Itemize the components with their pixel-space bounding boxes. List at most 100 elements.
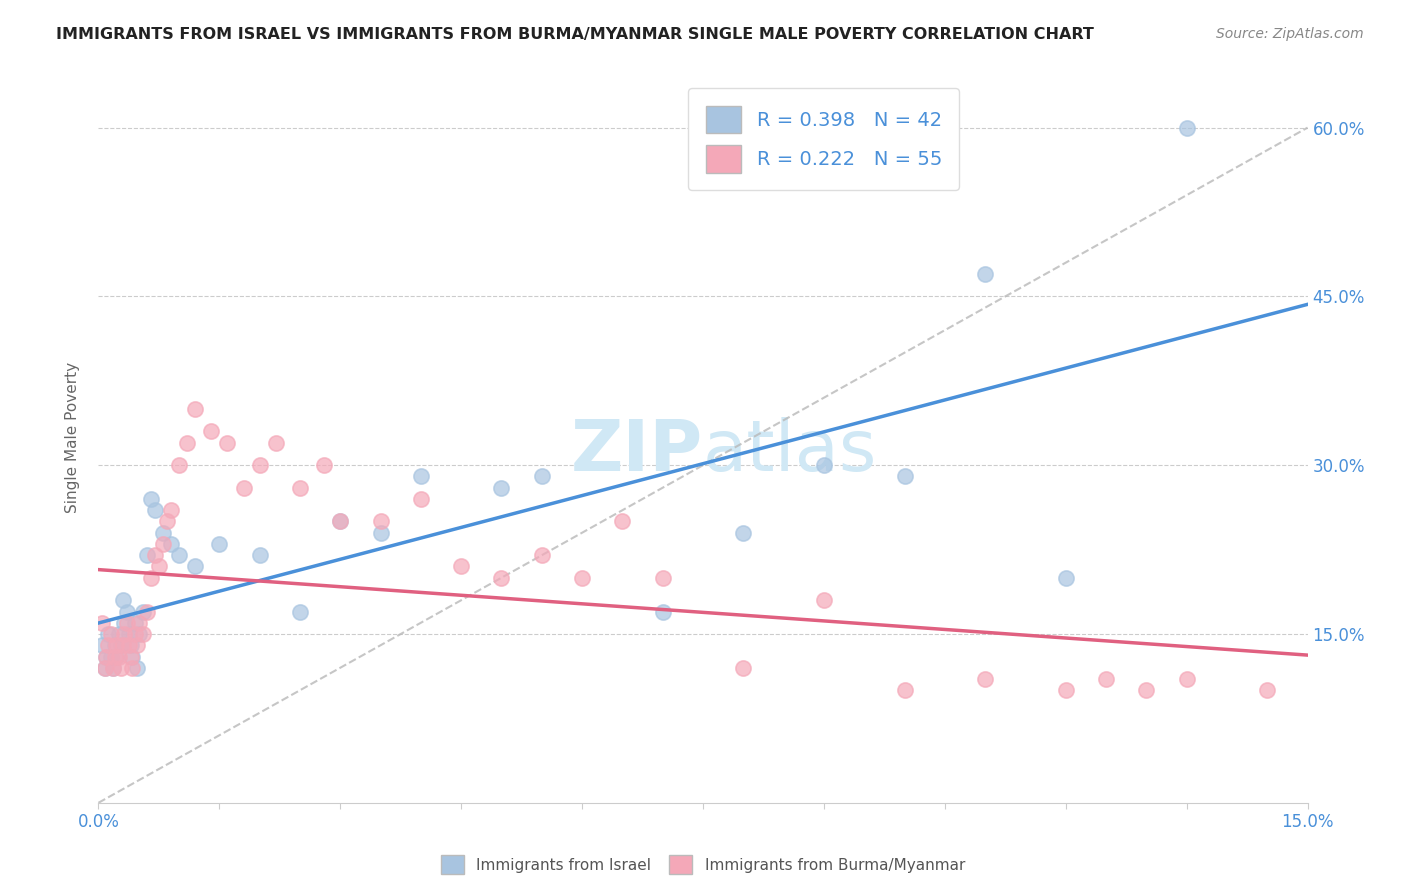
Point (105, 649, 128, 664)
Point (409, 491, 432, 506)
Point (1095, 672, 1118, 686)
Point (135, 605, 157, 619)
Point (530, 469, 553, 483)
Point (288, 481, 311, 495)
Point (96, 649, 118, 664)
Point (974, 672, 997, 686)
Point (132, 627, 155, 641)
Point (107, 649, 129, 664)
Point (1256, 683, 1278, 698)
Point (232, 481, 254, 495)
Point (288, 605, 311, 619)
Point (208, 537, 231, 551)
Point (152, 537, 174, 551)
Point (118, 638, 141, 652)
Point (813, 458, 835, 473)
Point (450, 559, 472, 574)
Point (370, 525, 392, 540)
Point (893, 469, 915, 483)
Point (124, 615, 146, 630)
Point (329, 515, 352, 529)
Text: ZIP: ZIP (571, 417, 703, 486)
Point (121, 649, 143, 664)
Point (115, 605, 138, 619)
Point (733, 661, 755, 675)
Point (314, 458, 336, 473)
Point (120, 638, 142, 652)
Point (1054, 683, 1077, 698)
Point (160, 503, 183, 517)
Point (103, 638, 125, 652)
Point (127, 661, 149, 675)
Point (160, 537, 183, 551)
Point (530, 548, 553, 562)
Point (217, 435, 239, 450)
Point (139, 491, 162, 506)
Point (100, 649, 122, 664)
Text: Source: ZipAtlas.com: Source: ZipAtlas.com (1216, 27, 1364, 41)
Point (167, 458, 190, 473)
Point (329, 515, 352, 529)
Point (1054, 571, 1077, 585)
Y-axis label: Single Male Poverty: Single Male Poverty (65, 361, 80, 513)
Point (370, 515, 392, 529)
Point (132, 605, 155, 619)
Point (893, 683, 915, 698)
Point (152, 525, 174, 540)
Point (91, 638, 114, 652)
Point (491, 571, 513, 585)
Point (813, 593, 835, 607)
Legend: R = 0.398   N = 42, R = 0.222   N = 55: R = 0.398 N = 42, R = 0.222 N = 55 (689, 88, 959, 190)
Point (121, 661, 143, 675)
Point (110, 638, 132, 652)
Point (115, 615, 138, 630)
Point (264, 435, 287, 450)
Point (120, 649, 142, 664)
Point (651, 571, 673, 585)
Point (571, 571, 593, 585)
Point (105, 638, 128, 652)
Point (139, 571, 162, 585)
Point (101, 661, 124, 675)
Point (135, 548, 157, 562)
Point (94, 661, 117, 675)
Text: IMMIGRANTS FROM ISRAEL VS IMMIGRANTS FROM BURMA/MYANMAR SINGLE MALE POVERTY CORR: IMMIGRANTS FROM ISRAEL VS IMMIGRANTS FRO… (56, 27, 1094, 42)
Point (651, 605, 673, 619)
Point (100, 627, 122, 641)
Point (733, 525, 755, 540)
Legend: Immigrants from Israel, Immigrants from Burma/Myanmar: Immigrants from Israel, Immigrants from … (434, 849, 972, 880)
Point (167, 548, 190, 562)
Point (112, 627, 135, 641)
Point (143, 503, 166, 517)
Point (111, 638, 134, 652)
Point (1175, 672, 1198, 686)
Point (491, 481, 513, 495)
Point (103, 649, 125, 664)
Point (1175, 120, 1198, 135)
Point (111, 593, 134, 607)
Point (249, 548, 271, 562)
Point (127, 638, 149, 652)
Point (184, 559, 207, 574)
Point (91, 615, 114, 630)
Text: atlas: atlas (703, 417, 877, 486)
Point (107, 627, 129, 641)
Point (156, 515, 179, 529)
Point (94, 661, 117, 675)
Point (101, 661, 124, 675)
Point (1135, 683, 1157, 698)
Point (97, 638, 120, 652)
Point (128, 615, 150, 630)
Point (148, 559, 170, 574)
Point (112, 615, 135, 630)
Point (96, 649, 118, 664)
Point (200, 425, 222, 439)
Point (249, 458, 271, 473)
Point (143, 548, 166, 562)
Point (176, 435, 198, 450)
Point (110, 661, 132, 675)
Point (118, 627, 141, 641)
Point (974, 267, 997, 281)
Point (124, 627, 146, 641)
Point (128, 627, 150, 641)
